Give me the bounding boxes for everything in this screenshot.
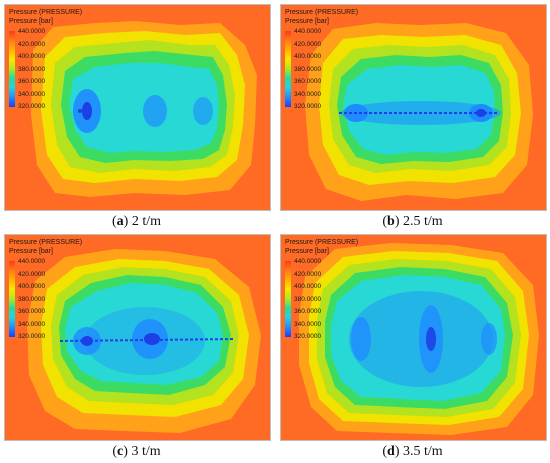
- colorbar-unit: Pressure [bar]: [285, 248, 329, 255]
- caption-letter: d: [387, 444, 395, 459]
- colorbar-tick: 360.0000: [294, 78, 322, 85]
- pressure-plot-d: Pressure (PRESSURE) Pressure [bar] 440.0…: [280, 234, 547, 441]
- colorbar-title: Pressure (PRESSURE): [9, 9, 83, 16]
- pressure-plot-a: Pressure (PRESSURE) Pressure [bar] 440.0…: [4, 4, 271, 211]
- colorbar-tick: 440.0000: [294, 28, 322, 35]
- colorbar-tick: 320.0000: [18, 103, 46, 110]
- colorbar-tick: 400.0000: [294, 283, 322, 290]
- colorbar-gradient: [9, 31, 15, 107]
- colorbar-unit: Pressure [bar]: [9, 18, 53, 25]
- pressure-plot-c: Pressure (PRESSURE) Pressure [bar] 440.0…: [4, 234, 271, 441]
- colorbar-unit: Pressure [bar]: [285, 18, 329, 25]
- colorbar-tick: 340.0000: [18, 320, 46, 328]
- pressure-plot-b: Pressure (PRESSURE) Pressure [bar] 440.0…: [280, 4, 547, 211]
- colorbar-gradient: [285, 31, 291, 107]
- colorbar-tick: 440.0000: [18, 258, 46, 265]
- colorbar-tick: 400.0000: [294, 53, 322, 60]
- colorbar-b: Pressure (PRESSURE) Pressure [bar] 440.0…: [285, 8, 358, 110]
- colorbar-tick: 380.0000: [18, 65, 46, 73]
- caption-letter: a: [116, 214, 124, 229]
- colorbar-tick: 340.0000: [18, 90, 46, 98]
- caption-letter: b: [387, 214, 395, 229]
- colorbar-tick: 440.0000: [18, 28, 46, 35]
- colorbar-title: Pressure (PRESSURE): [285, 239, 359, 246]
- caption-letter: c: [117, 444, 124, 459]
- caption-value: 3.5 t/m: [402, 444, 443, 459]
- colorbar-tick: 440.0000: [294, 258, 322, 265]
- pressure-map-d: [281, 235, 546, 440]
- colorbar-tick: 360.0000: [18, 308, 46, 315]
- colorbar-tick: 320.0000: [294, 103, 322, 110]
- colorbar-tick: 420.0000: [294, 40, 322, 48]
- colorbar-title: Pressure (PRESSURE): [9, 239, 83, 246]
- colorbar-tick: 320.0000: [18, 333, 46, 340]
- pressure-map-a: [5, 5, 270, 210]
- colorbar-gradient: [9, 261, 15, 337]
- colorbar-tick: 380.0000: [294, 295, 322, 303]
- colorbar-tick: 420.0000: [294, 270, 322, 278]
- caption-b: (b) 2.5 t/m: [382, 214, 443, 229]
- colorbar-tick: 360.0000: [18, 78, 46, 85]
- colorbar-title: Pressure (PRESSURE): [285, 9, 359, 16]
- colorbar-tick: 320.0000: [294, 333, 322, 340]
- colorbar-d: Pressure (PRESSURE) Pressure [bar] 440.0…: [285, 238, 358, 340]
- pressure-map-c: [5, 235, 270, 440]
- caption-d: (d) 3.5 t/m: [382, 444, 443, 459]
- colorbar-tick: 400.0000: [18, 53, 46, 60]
- caption-value: 2 t/m: [131, 214, 161, 229]
- pressure-map-b: [281, 5, 546, 210]
- colorbar-tick: 380.0000: [294, 65, 322, 73]
- colorbar-c: Pressure (PRESSURE) Pressure [bar] 440.0…: [9, 238, 82, 340]
- colorbar-tick: 340.0000: [294, 90, 322, 98]
- colorbar-tick: 420.0000: [18, 270, 46, 278]
- colorbar-gradient: [285, 261, 291, 337]
- colorbar-tick: 420.0000: [18, 40, 46, 48]
- caption-a: (a) 2 t/m: [111, 214, 161, 229]
- colorbar-tick: 360.0000: [294, 308, 322, 315]
- colorbar-a: Pressure (PRESSURE) Pressure [bar] 440.0…: [9, 8, 82, 110]
- caption-value: 2.5 t/m: [402, 214, 443, 229]
- colorbar-tick: 340.0000: [294, 320, 322, 328]
- colorbar-tick: 380.0000: [18, 295, 46, 303]
- colorbar-tick: 400.0000: [18, 283, 46, 290]
- caption-value: 3 t/m: [131, 444, 161, 459]
- colorbar-unit: Pressure [bar]: [9, 248, 53, 255]
- caption-c: (c) 3 t/m: [112, 444, 161, 459]
